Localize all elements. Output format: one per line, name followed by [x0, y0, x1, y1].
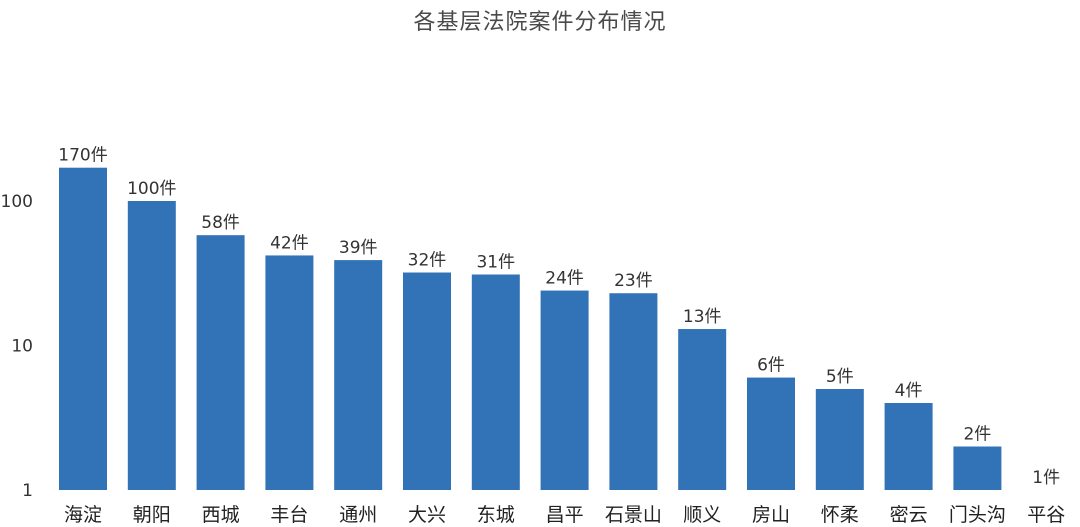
x-tick-label: 大兴: [408, 504, 446, 526]
data-label: 13件: [683, 307, 722, 327]
bar: [59, 167, 107, 490]
data-label: 24件: [545, 269, 584, 289]
bar: [747, 377, 795, 490]
y-tick-label: 1: [22, 481, 33, 501]
data-label: 23件: [614, 271, 653, 291]
bar: [403, 272, 451, 490]
bar: [196, 235, 245, 490]
y-tick-label: 100: [1, 192, 33, 212]
x-tick-label: 东城: [477, 504, 515, 526]
data-label: 4件: [895, 381, 923, 401]
x-tick-label: 昌平: [546, 504, 584, 526]
data-label: 1件: [1032, 468, 1060, 488]
data-label: 170件: [58, 146, 107, 166]
x-tick-label: 密云: [890, 504, 928, 526]
x-tick-label: 西城: [202, 504, 240, 526]
x-tick-label: 海淀: [64, 504, 102, 526]
bar: [884, 403, 933, 490]
bar: [540, 290, 589, 490]
x-tick-label: 平谷: [1027, 504, 1065, 526]
x-tick-label: 门头沟: [949, 504, 1006, 526]
data-label: 32件: [408, 251, 447, 271]
bar: [609, 293, 658, 490]
bar: [678, 329, 727, 490]
x-tick-label: 顺义: [683, 504, 721, 526]
bar: [334, 260, 383, 490]
data-label: 42件: [270, 233, 309, 253]
x-tick-label: 朝阳: [133, 504, 171, 526]
data-label: 39件: [339, 238, 378, 258]
x-tick-label: 石景山: [605, 504, 662, 526]
x-tick-label: 通州: [339, 504, 377, 526]
chart-title: 各基层法院案件分布情况: [413, 10, 667, 35]
data-label: 58件: [201, 213, 240, 233]
bar: [265, 255, 314, 490]
x-tick-label: 房山: [752, 504, 790, 526]
x-tick-label: 怀柔: [821, 504, 859, 526]
x-tick-label: 丰台: [270, 504, 308, 526]
data-label: 31件: [476, 252, 515, 272]
data-label: 6件: [757, 356, 785, 376]
bar: [127, 201, 176, 490]
data-label: 100件: [127, 179, 176, 199]
bar: [953, 446, 1002, 490]
data-label: 5件: [826, 367, 854, 387]
data-label: 2件: [963, 425, 991, 445]
bar: [815, 388, 864, 490]
bar: [471, 274, 520, 490]
y-tick-label: 10: [11, 337, 33, 357]
